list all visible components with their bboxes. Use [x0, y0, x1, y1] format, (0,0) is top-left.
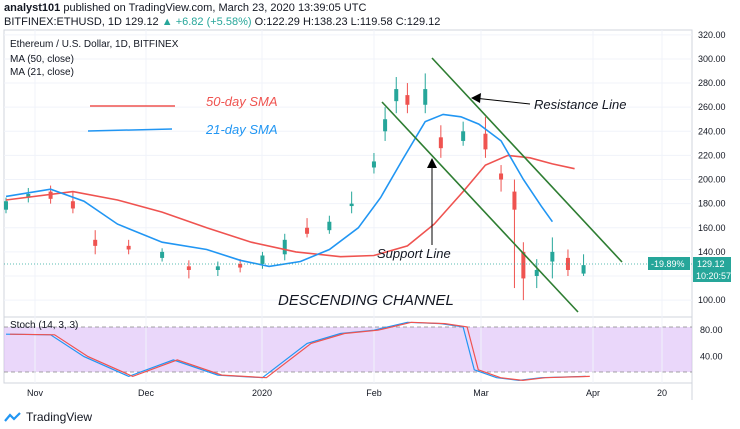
tradingview-footer[interactable]: TradingView: [4, 410, 92, 424]
up-triangle-icon: ▲: [161, 16, 173, 28]
candle-body: [4, 201, 8, 210]
annotation-sma50: 50-day SMA: [206, 94, 278, 109]
resistance-arrow: [473, 97, 531, 105]
support-arrow-head: [427, 158, 437, 168]
y-tick-label: 180.00: [698, 199, 726, 209]
candle-body: [438, 137, 443, 149]
annotation-resistance: Resistance Line: [534, 97, 627, 112]
price-badge: 129.12: [697, 259, 725, 269]
legend-ma50: MA (50, close): [10, 54, 74, 65]
stoch-d-line: [9, 321, 590, 382]
support-line: [381, 101, 579, 313]
y-tick-label: 300.00: [698, 54, 726, 64]
pct-badge-bg: [648, 257, 690, 270]
legend-line-21: [87, 128, 173, 132]
annotation-sma21: 21-day SMA: [205, 122, 278, 137]
candle-body: [26, 194, 31, 198]
x-tick-label: Feb: [366, 388, 382, 398]
candle-body: [581, 265, 586, 274]
author-name[interactable]: analyst101: [4, 2, 61, 14]
candle-body: [93, 239, 98, 246]
candle-body: [160, 251, 165, 258]
y-tick-label: 140.00: [698, 247, 726, 257]
stoch-tick-label: 80.00: [700, 325, 723, 335]
candle-body: [499, 173, 504, 180]
candle-body: [405, 95, 410, 105]
y-tick-label: 240.00: [698, 126, 726, 136]
candle-body: [126, 245, 131, 250]
x-tick-label: 2020: [252, 388, 272, 398]
stoch-tick-label: 40.00: [700, 352, 723, 362]
close-value: C:129.12: [395, 16, 441, 28]
candle-body: [521, 251, 526, 279]
resistance-line: [431, 57, 623, 263]
x-tick-label: 20: [657, 388, 667, 398]
publish-text: published on TradingView.com, March 23, …: [63, 2, 367, 14]
candle-body: [327, 221, 332, 231]
high-value: H:138.23: [302, 16, 348, 28]
symbol-label: BITFINEX:ETHUSD, 1D: [4, 16, 122, 28]
symbol-line: BITFINEX:ETHUSD, 1D 129.12 ▲ +6.82 (+5.5…: [4, 16, 440, 28]
candle-body: [238, 263, 243, 268]
candle-body: [282, 239, 287, 255]
resistance-arrow-head: [471, 93, 481, 103]
y-tick-label: 200.00: [698, 175, 726, 185]
publish-line: analyst101 published on TradingView.com,…: [4, 2, 366, 14]
annotation-support: Support Line: [377, 246, 451, 261]
candle-body: [534, 269, 539, 276]
chart-title: Ethereum / U.S. Dollar, 1D, BITFINEX: [10, 39, 179, 50]
y-tick-label: 220.00: [698, 150, 726, 160]
y-tick-label: 100.00: [698, 295, 726, 305]
price-badge-bg: [693, 257, 731, 270]
stoch-label: Stoch (14, 3, 3): [10, 320, 78, 331]
time-badge-bg: [693, 270, 731, 282]
candle-body: [423, 89, 428, 105]
y-tick-label: 260.00: [698, 102, 726, 112]
price-change: +6.82 (+5.58%): [175, 16, 252, 28]
x-tick-label: Mar: [473, 388, 489, 398]
candle-body: [383, 119, 388, 132]
open-value: O:122.29: [254, 16, 300, 28]
tradingview-logo-icon: [4, 412, 21, 422]
candle-body: [186, 266, 191, 270]
x-tick-label: Apr: [586, 388, 600, 398]
pct-badge: -19.89%: [651, 259, 685, 269]
low-value: L:119.58: [350, 16, 393, 28]
y-tick-label: 320.00: [698, 30, 726, 40]
legend-ma21: MA (21, close): [10, 67, 74, 78]
annotation-channel: DESCENDING CHANNEL: [278, 292, 454, 309]
x-tick-label: Nov: [27, 388, 44, 398]
last-price: 129.12: [125, 16, 159, 28]
candle-body: [70, 201, 75, 209]
ma50-line: [5, 154, 575, 258]
candle-body: [349, 203, 354, 207]
x-tick-label: Dec: [138, 388, 155, 398]
candle-body: [483, 133, 488, 150]
tradingview-brand: TradingView: [26, 410, 93, 424]
candle-body: [305, 227, 310, 234]
time-badge: 10:20:57: [696, 271, 731, 281]
candle-body: [215, 266, 220, 270]
y-tick-label: 160.00: [698, 223, 726, 233]
candle-body: [461, 131, 466, 141]
candle-body: [371, 161, 376, 168]
candle-body: [512, 191, 517, 210]
y-tick-label: 280.00: [698, 78, 726, 88]
candle-body: [260, 255, 265, 264]
candle-body: [394, 89, 399, 102]
candle-body: [550, 251, 555, 262]
candle-body: [565, 257, 570, 270]
ma21-line: [5, 113, 554, 268]
stoch-band: [4, 327, 692, 372]
